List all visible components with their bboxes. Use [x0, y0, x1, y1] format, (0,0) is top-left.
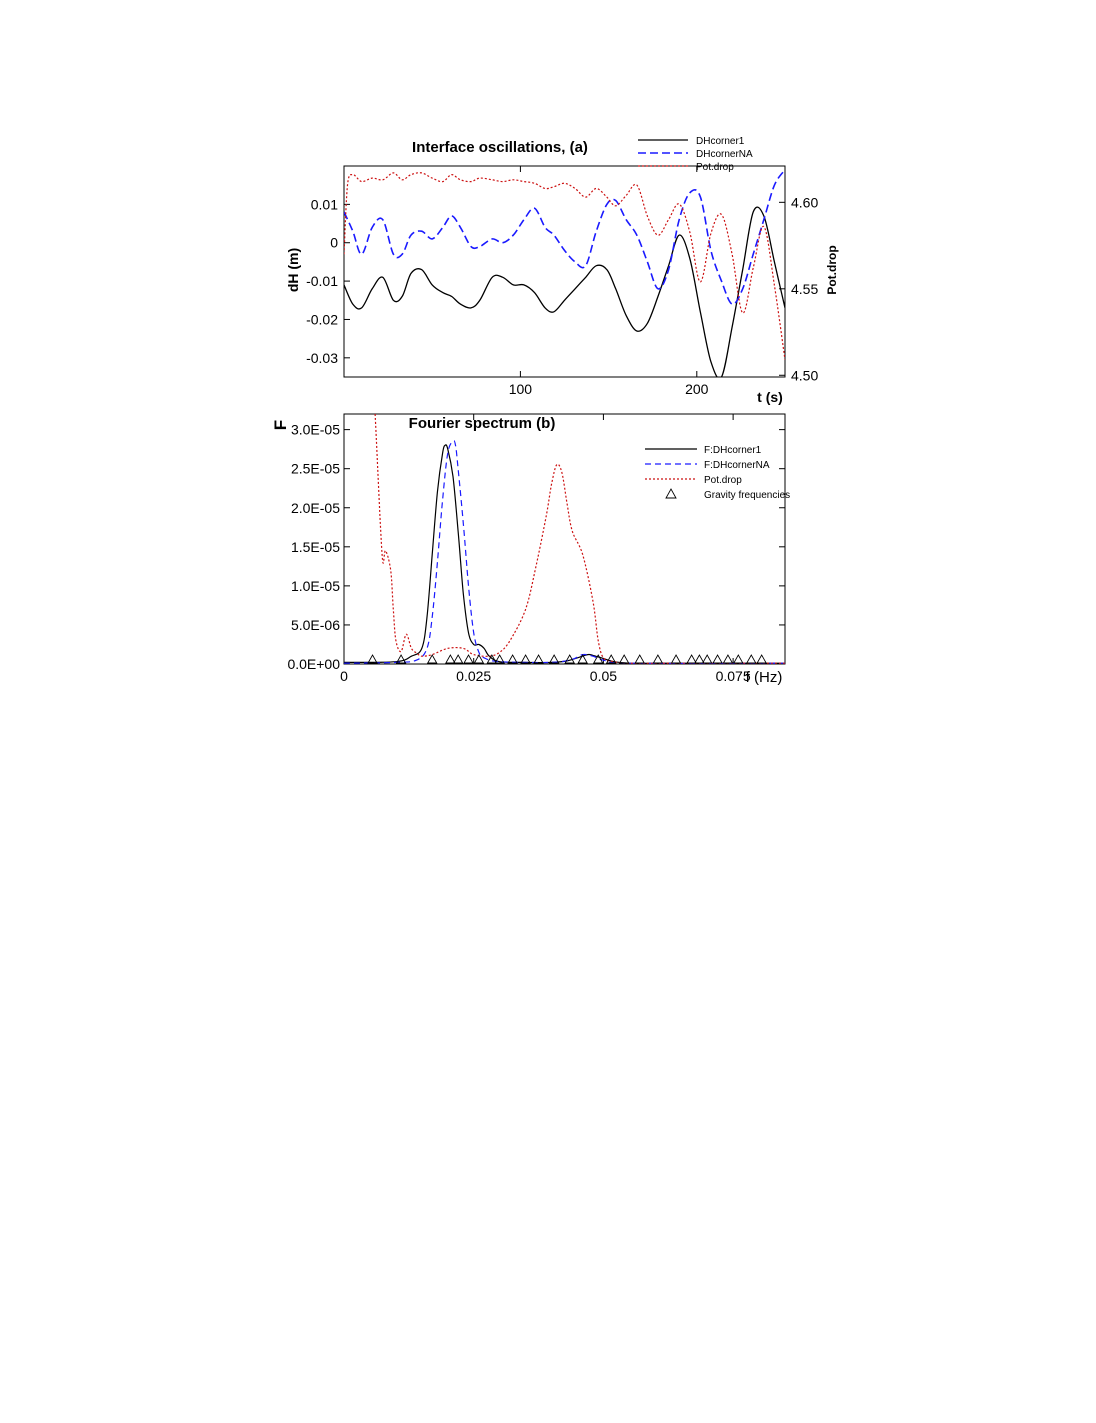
chart-a-y2tick-label: 4.50	[791, 367, 818, 383]
chart-b-gravity-marker	[395, 654, 407, 664]
chart-b-gravity-marker	[686, 654, 697, 664]
chart-a-ytick-label: -0.01	[306, 273, 338, 289]
chart-b-gravity-marker	[473, 654, 485, 664]
chart-b-gravity-marker	[733, 654, 744, 664]
chart-b-gravity-marker	[694, 654, 705, 664]
chart-b-legend-label: Pot.drop	[704, 475, 742, 486]
chart-b-xlabel: f (Hz)	[746, 669, 783, 686]
chart-a-y2tick-label: 4.55	[791, 281, 818, 297]
chart-a-xlabel: t (s)	[757, 389, 783, 405]
chart-b-gravity-marker	[486, 654, 498, 664]
chart-a-y2label: Pot.drop	[825, 245, 839, 294]
chart-a-xtick-label: 100	[509, 381, 533, 397]
chart-a-ytick-label: 0.01	[311, 196, 338, 212]
chart-b-gravity-marker	[577, 654, 588, 664]
chart-b-gravity-marker	[722, 654, 734, 664]
chart-interface-oscillations: Interface oscillations, (a) t (s) dH (m)…	[285, 136, 839, 405]
chart-a-ytick-label: -0.02	[306, 311, 338, 327]
chart-fourier-spectrum: Fourier spectrum (b) f (Hz) F 0 0.025 0.05…	[271, 413, 790, 686]
chart-b-gravity-marker	[452, 654, 464, 664]
chart-b-gravity-marker	[426, 654, 438, 664]
chart-a-frame	[343, 165, 786, 378]
chart-a-ytick-label: -0.03	[306, 350, 338, 366]
chart-b-series-line	[374, 414, 785, 664]
chart-a-legend-label: DHcorner1	[696, 136, 745, 147]
chart-b-gravity-marker	[670, 654, 682, 664]
chart-b-ytick-label: 2.5E-05	[291, 461, 340, 477]
chart-b-gravity-marker	[564, 654, 575, 664]
chart-b-ytick-label: 5.0E-06	[291, 617, 340, 633]
chart-b-gravity-marker	[507, 654, 518, 664]
chart-a-series-line	[344, 172, 785, 360]
chart-b-ytick-label: 1.5E-05	[291, 539, 340, 555]
chart-b-gravity-marker	[533, 654, 544, 664]
chart-a-legend-label: Pot.drop	[696, 162, 734, 173]
chart-a-y2tick-label: 4.60	[791, 194, 818, 210]
chart-b-xtick-label: 0.05	[590, 668, 617, 684]
chart-b-ytick-label: 2.0E-05	[291, 500, 340, 516]
chart-a-axes: 100 200 0.01 0 -0.01 -0.02 -0.03 4.60 4.55 4.50	[306, 165, 818, 397]
chart-b-gravity-marker	[756, 654, 767, 664]
chart-b-ytick-label: 3.0E-05	[291, 422, 340, 438]
chart-a-xtick-label: 200	[685, 381, 709, 397]
chart-b-title: Fourier spectrum (b)	[409, 415, 556, 432]
chart-b-ytick-label: 0.0E+00	[287, 656, 340, 672]
chart-b-gravity-marker	[520, 654, 531, 664]
chart-b-gravity-marker	[605, 654, 617, 664]
chart-a-ylabel: dH (m)	[285, 248, 301, 292]
chart-a-title: Interface oscillations, (a)	[412, 139, 588, 156]
chart-b-series-line	[344, 444, 785, 664]
chart-b-series	[344, 414, 785, 664]
chart-b-legend-swatch	[665, 488, 677, 499]
chart-b-legend: F:DHcorner1 F:DHcornerNA Pot.drop Gravity f…	[645, 445, 790, 501]
chart-b-gravity-marker	[494, 654, 505, 664]
chart-b-gravity-marker	[548, 654, 560, 664]
chart-b-ylabel: F	[271, 420, 290, 430]
chart-a-ytick-label: 0	[330, 235, 338, 251]
chart-b-gravity-marker	[463, 654, 474, 664]
chart-b-gravity-marker	[634, 654, 645, 664]
chart-b-gravity-marker	[618, 654, 630, 664]
chart-b-xtick-label: 0.025	[456, 668, 491, 684]
chart-b-xtick-label: 0	[340, 668, 348, 684]
chart-b-xtick-label: 0.075	[716, 668, 751, 684]
chart-a-series	[344, 169, 785, 377]
chart-a-legend: DHcorner1 DHcornerNA Pot.drop	[638, 136, 753, 173]
chart-b-legend-label: F:DHcorner1	[704, 445, 762, 456]
chart-b-frame	[343, 413, 786, 665]
chart-b-gravity-marker	[712, 654, 723, 664]
chart-b-legend-label: F:DHcornerNA	[704, 460, 770, 471]
chart-b-ytick-label: 1.0E-05	[291, 578, 340, 594]
chart-b-legend-label: Gravity frequencies	[704, 490, 790, 501]
chart-b-series-line	[344, 440, 785, 664]
chart-b-gravity-marker	[652, 654, 664, 664]
chart-a-series-line	[344, 169, 785, 305]
chart-b-gravity-marker	[445, 654, 456, 664]
chart-b-gravity-marker	[367, 654, 378, 664]
chart-b-gravity-marker	[701, 654, 713, 664]
chart-a-legend-label: DHcornerNA	[696, 149, 753, 160]
chart-a-series-line	[344, 206, 785, 377]
chart-b-gravity-marker	[746, 654, 757, 664]
chart-b-gravity-marker	[592, 654, 604, 664]
